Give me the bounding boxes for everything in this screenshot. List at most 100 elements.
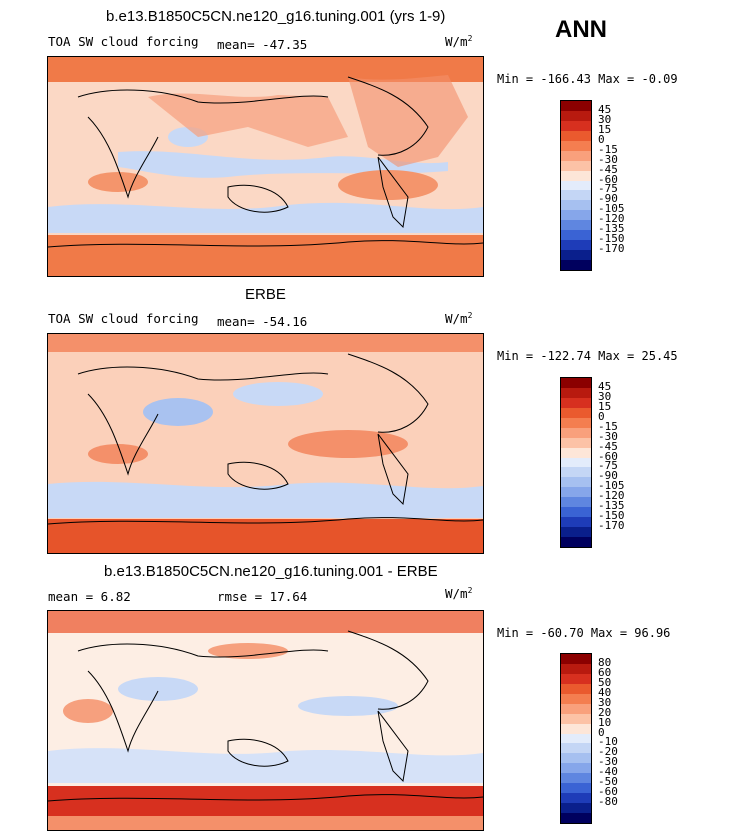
colorbar-swatch: [561, 387, 591, 398]
colorbar-swatch: [561, 487, 591, 498]
colorbar-tick-label: -15: [598, 419, 618, 433]
colorbar-swatch: [561, 110, 591, 121]
colorbar-tick-label: 0: [598, 409, 605, 423]
colorbar-tick-label: 30: [598, 112, 612, 126]
colorbar-swatch: [561, 160, 591, 171]
colorbar-swatch: [561, 813, 591, 823]
panel1-mean: mean= -47.35: [217, 37, 308, 52]
panel2-units: W/m2: [445, 311, 473, 327]
panel2-mean: mean= -54.16: [217, 314, 308, 329]
panel2-minmax: Min = -122.74 Max = 25.45: [497, 349, 678, 363]
colorbar-tick-label: -120: [598, 212, 625, 226]
colorbar-swatch: [561, 703, 591, 714]
panel3-units: W/m2: [445, 586, 473, 602]
colorbar-swatch: [561, 663, 591, 674]
colorbar-tick-label: -45: [598, 162, 618, 176]
colorbar-tick-label: -90: [598, 469, 618, 483]
colorbar-tick-label: 30: [598, 389, 612, 403]
panel3-minmax: Min = -60.70 Max = 96.96: [497, 626, 671, 640]
season-label: ANN: [555, 16, 607, 43]
colorbar-swatch: [561, 260, 591, 270]
colorbar-tick-label: 10: [598, 715, 612, 729]
colorbar-tick-label: -60: [598, 785, 618, 799]
colorbar-swatch: [561, 753, 591, 764]
colorbar-tick-label: 45: [598, 102, 612, 116]
colorbar-swatch: [561, 743, 591, 754]
panel1-minmax: Min = -166.43 Max = -0.09: [497, 72, 678, 86]
colorbar-swatch: [561, 140, 591, 151]
colorbar-swatch: [561, 693, 591, 704]
colorbar-swatch: [561, 378, 591, 388]
colorbar-swatch: [561, 210, 591, 221]
colorbar-swatch: [561, 150, 591, 161]
panel1-map: [47, 56, 484, 277]
colorbar-tick-label: -15: [598, 142, 618, 156]
colorbar-tick-label: 50: [598, 675, 612, 689]
colorbar-tick-label: -170: [598, 242, 625, 256]
panel3-title: b.e13.B1850C5CN.ne120_g16.tuning.001 - E…: [104, 563, 438, 580]
colorbar-swatch: [561, 517, 591, 528]
colorbar-swatch: [561, 397, 591, 408]
colorbar-swatch: [561, 497, 591, 508]
colorbar-tick-label: 0: [598, 132, 605, 146]
colorbar-tick-label: -20: [598, 745, 618, 759]
colorbar-swatch: [561, 170, 591, 181]
colorbar-tick-label: -60: [598, 172, 618, 186]
colorbar-tick-label: 40: [598, 685, 612, 699]
colorbar-swatch: [561, 733, 591, 744]
colorbar-tick-label: -135: [598, 499, 625, 513]
colorbar-tick-label: 0: [598, 725, 605, 739]
colorbar-tick-label: 60: [598, 665, 612, 679]
panel1-map-field: [48, 57, 483, 276]
colorbar-tick-label: 45: [598, 379, 612, 393]
colorbar-tick-label: 30: [598, 695, 612, 709]
colorbar-swatch: [561, 477, 591, 488]
colorbar-swatch: [561, 673, 591, 684]
colorbar-tick-label: -105: [598, 479, 625, 493]
colorbar-swatch: [561, 427, 591, 438]
colorbar-tick-label: 80: [598, 655, 612, 669]
colorbar-swatch: [561, 467, 591, 478]
colorbar-tick-label: -10: [598, 735, 618, 749]
colorbar-tick-label: -150: [598, 509, 625, 523]
colorbar-swatch: [561, 773, 591, 784]
colorbar-tick-label: -80: [598, 795, 618, 809]
colorbar-swatch: [561, 783, 591, 794]
colorbar-swatch: [561, 683, 591, 694]
panel3-mean: mean = 6.82: [48, 589, 131, 604]
colorbar-tick-label: -120: [598, 489, 625, 503]
colorbar-tick-label: -40: [598, 765, 618, 779]
colorbar-swatch: [561, 120, 591, 131]
colorbar-swatch: [561, 457, 591, 468]
panel1-title: b.e13.B1850C5CN.ne120_g16.tuning.001 (yr…: [106, 8, 446, 25]
colorbar-swatch: [561, 230, 591, 241]
panel2-map: [47, 333, 484, 554]
panel1-colorbar: [560, 100, 592, 271]
panel3-colorbar: [560, 653, 592, 824]
colorbar-swatch: [561, 101, 591, 111]
colorbar-swatch: [561, 713, 591, 724]
colorbar-tick-label: -75: [598, 182, 618, 196]
colorbar-swatch: [561, 240, 591, 251]
panel2-field-label: TOA SW cloud forcing: [48, 311, 199, 326]
panel2-map-field: [48, 334, 483, 553]
colorbar-swatch: [561, 527, 591, 537]
colorbar-swatch: [561, 417, 591, 428]
panel1-units: W/m2: [445, 34, 473, 50]
colorbar-swatch: [561, 763, 591, 774]
colorbar-swatch: [561, 180, 591, 191]
colorbar-tick-label: -45: [598, 439, 618, 453]
colorbar-swatch: [561, 250, 591, 260]
colorbar-tick-label: -60: [598, 449, 618, 463]
colorbar-tick-label: -170: [598, 519, 625, 533]
colorbar-swatch: [561, 803, 591, 813]
colorbar-swatch: [561, 130, 591, 141]
colorbar-tick-label: 15: [598, 399, 612, 413]
colorbar-swatch: [561, 654, 591, 664]
colorbar-swatch: [561, 437, 591, 448]
colorbar-swatch: [561, 190, 591, 201]
colorbar-swatch: [561, 407, 591, 418]
panel2-colorbar: [560, 377, 592, 548]
colorbar-swatch: [561, 447, 591, 458]
panel3-map-field: [48, 611, 483, 830]
